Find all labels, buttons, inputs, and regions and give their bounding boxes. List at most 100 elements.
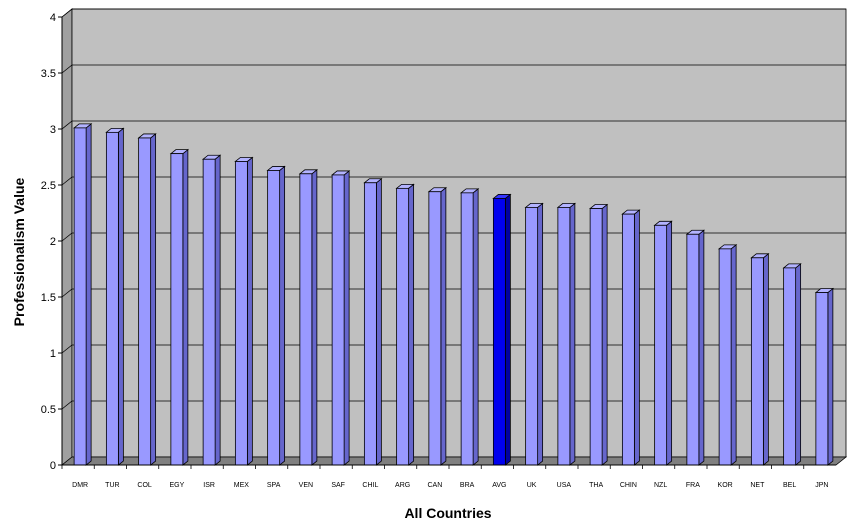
gridline	[61, 120, 846, 130]
bar-kor	[717, 244, 738, 466]
x-tick-label: EGY	[169, 482, 184, 489]
bar-side	[666, 220, 673, 466]
gridline	[61, 8, 846, 18]
bar-side	[279, 165, 286, 466]
y-tick-label: 4	[50, 12, 56, 24]
y-tick-label: 3	[50, 124, 56, 136]
bar-side	[569, 202, 576, 466]
x-tick-label: AVG	[492, 482, 506, 489]
bar-tur	[105, 127, 125, 466]
bar-front	[589, 208, 603, 466]
gridlines	[61, 8, 846, 410]
gridline	[61, 288, 846, 298]
bar-isr	[201, 154, 222, 466]
bar-front	[73, 127, 87, 466]
bar-side	[182, 148, 189, 466]
x-tick-label: VEN	[299, 482, 313, 489]
bar-dmr	[72, 123, 93, 466]
bar-uk	[524, 202, 544, 466]
bar-chil	[363, 177, 383, 466]
bar-front	[460, 192, 474, 466]
y-tick-label: 2.5	[41, 180, 56, 192]
gridline	[61, 344, 846, 354]
bar-side	[117, 127, 124, 466]
bar-front	[428, 191, 442, 466]
bar-side	[408, 183, 415, 466]
bar-front	[299, 173, 313, 466]
bar-net	[750, 252, 770, 466]
bar-side	[698, 229, 705, 466]
bar-front	[234, 161, 248, 466]
x-tick-label: BEL	[783, 482, 796, 489]
x-tick-label: DMR	[72, 482, 88, 489]
y-tick-label: 2	[50, 236, 56, 248]
bar-front	[202, 158, 216, 466]
x-axis-title: All Countries	[404, 505, 491, 521]
bar-side	[601, 203, 608, 466]
bar-side	[795, 263, 802, 466]
x-tick-label: MEX	[234, 482, 250, 489]
x-tick-label: COL	[137, 482, 152, 489]
bar-front	[718, 248, 732, 466]
y-tick-label: 1.5	[41, 292, 56, 304]
bar-front	[783, 267, 797, 466]
bar-side	[214, 154, 221, 466]
bar-ven	[298, 168, 319, 466]
gridline	[61, 400, 846, 410]
x-tick-label: KOR	[718, 482, 733, 489]
bar-egy	[169, 148, 190, 466]
bar-bra	[459, 188, 480, 466]
bar-front	[621, 213, 635, 466]
x-tick-label: TUR	[105, 482, 119, 489]
y-axis: 0 0.5 1 1.5 2 2.5 3 3.5 4	[41, 12, 63, 472]
bar-bel	[782, 263, 802, 466]
bar-nzl	[653, 220, 673, 466]
bar-side	[375, 177, 382, 466]
bar-jpn	[814, 287, 835, 466]
bar-side	[343, 170, 350, 466]
bar-front	[267, 170, 281, 466]
x-axis-labels: DMR TUR COL EGY ISR MEX SPA VEN SAF CHIL ARG CAN BRA…	[61, 464, 836, 489]
bar-can	[427, 186, 448, 466]
bar-front	[557, 206, 571, 466]
bar-front	[396, 187, 410, 466]
x-tick-label: CHIN	[620, 482, 637, 489]
bar-front	[815, 292, 829, 466]
bar-front	[105, 131, 119, 466]
bar-side	[311, 168, 318, 466]
gridline	[61, 232, 846, 242]
bar-front	[138, 137, 152, 466]
x-tick-label: UK	[527, 482, 537, 489]
x-tick-label: SAF	[331, 482, 345, 489]
y-axis-title: Professionalism Value	[11, 177, 27, 326]
bar-col	[137, 133, 157, 466]
bar-tha	[588, 203, 609, 466]
x-tick-label: JPN	[815, 482, 828, 489]
bar-front	[750, 257, 764, 466]
bar-side	[472, 188, 479, 466]
gridline	[61, 176, 846, 186]
bar-front	[170, 153, 184, 466]
bar-side	[827, 287, 834, 466]
y-tick-label: 1	[50, 348, 56, 360]
bar-fra	[685, 229, 706, 466]
x-tick-label: FRA	[686, 482, 700, 489]
bar-side	[85, 123, 92, 466]
bar-arg	[395, 183, 415, 466]
bar-chin	[621, 209, 641, 466]
bar-front	[331, 174, 345, 466]
bar-side	[633, 209, 640, 466]
x-tick-label: ISR	[203, 482, 215, 489]
x-tick-label: THA	[589, 482, 603, 489]
x-tick-label: NET	[750, 482, 765, 489]
bar-side	[504, 193, 511, 466]
x-tick-label: USA	[557, 482, 572, 489]
bar-side	[150, 133, 157, 466]
bar-spa	[266, 165, 286, 466]
bar-side	[440, 186, 447, 466]
bar-saf	[330, 170, 351, 466]
x-tick-label: SPA	[267, 482, 281, 489]
gridline	[61, 64, 846, 74]
bar-front	[686, 233, 700, 466]
